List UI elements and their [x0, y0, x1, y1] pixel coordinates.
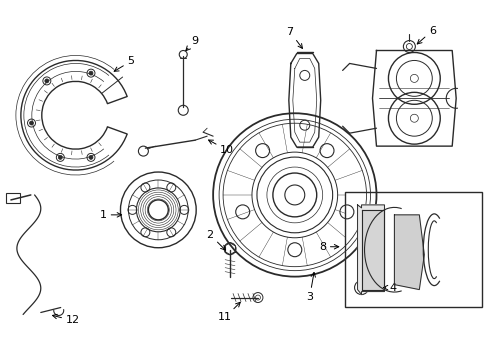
Text: 8: 8	[319, 242, 339, 252]
Circle shape	[29, 121, 33, 125]
Polygon shape	[358, 205, 385, 294]
Bar	[344, 192, 482, 306]
Text: 5: 5	[114, 56, 134, 71]
Polygon shape	[362, 210, 385, 289]
Circle shape	[45, 79, 49, 83]
Circle shape	[58, 156, 62, 159]
Bar	[6, 193, 20, 203]
Text: 11: 11	[218, 302, 240, 323]
Text: 2: 2	[207, 230, 225, 250]
Circle shape	[89, 71, 93, 75]
Text: 4: 4	[383, 283, 397, 293]
Circle shape	[89, 156, 93, 159]
Text: 12: 12	[52, 314, 80, 325]
Text: 10: 10	[209, 140, 234, 155]
Text: 9: 9	[186, 36, 199, 51]
Text: 1: 1	[100, 210, 122, 220]
Polygon shape	[394, 215, 424, 289]
Text: 7: 7	[286, 27, 302, 48]
Text: 3: 3	[306, 273, 316, 302]
Text: 6: 6	[417, 26, 436, 44]
